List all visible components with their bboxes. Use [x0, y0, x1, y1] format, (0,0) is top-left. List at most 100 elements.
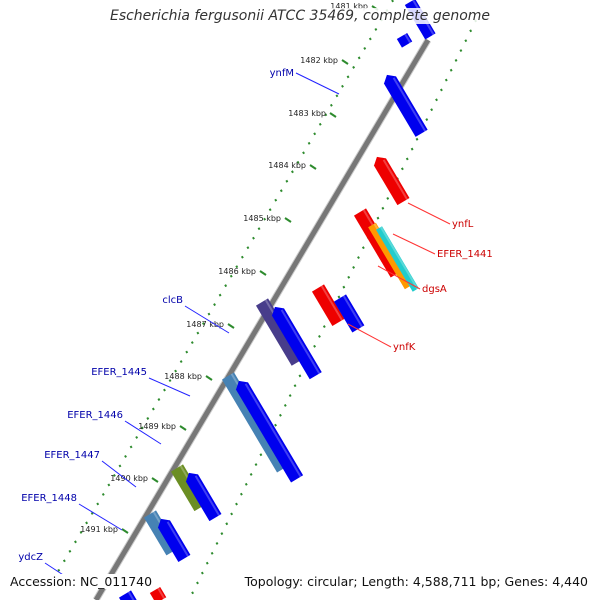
- leader-line: [392, 233, 436, 255]
- leader-line: [347, 323, 392, 348]
- gene-label-efer-1447: EFER_1447: [44, 450, 137, 488]
- tick-dot: [352, 265, 356, 269]
- tick-dot: [140, 426, 144, 430]
- kbp-tick-mark: [151, 477, 159, 483]
- map-title: Escherichia fergusonii ATCC 35469, compl…: [0, 8, 600, 24]
- cds-blue-2: [235, 380, 304, 483]
- cds-red-lower-body: [311, 284, 345, 326]
- leader-line: [184, 305, 230, 334]
- tick-dot: [163, 388, 166, 392]
- tick-dot: [415, 137, 419, 141]
- tick-dot: [357, 256, 360, 260]
- cds-blue-3: [185, 472, 222, 522]
- left-dot-track: [51, 0, 394, 582]
- tick-dot: [246, 246, 250, 250]
- kbp-tick-label: 1489 kbp: [138, 422, 176, 431]
- cds-blue-1-highlight: [280, 309, 321, 375]
- cds-blue-2-body: [235, 380, 304, 483]
- tick-dot: [85, 521, 89, 525]
- gene-name: ynfL: [452, 219, 474, 230]
- cds-dgsA-cyan-body: [375, 226, 419, 292]
- kbp-tick: 1489 kbp: [138, 422, 187, 431]
- tick-dot: [425, 118, 429, 121]
- kbp-tick-mark: [227, 323, 235, 329]
- gene-label-clcb: clcB: [162, 295, 230, 334]
- tick-dot: [135, 436, 139, 439]
- tick-dot: [376, 216, 380, 220]
- cds-blue-3-highlight: [194, 475, 220, 516]
- tick-dot: [62, 559, 66, 563]
- tick-dot: [240, 255, 244, 259]
- cds-dgsA-cyan-highlight: [379, 226, 419, 290]
- accession-text: Accession: NC_011740: [8, 574, 155, 589]
- tick-dot: [68, 549, 72, 553]
- tick-dot: [318, 334, 321, 338]
- kbp-tick-mark: [309, 164, 317, 170]
- tick-dot: [400, 167, 404, 171]
- gene-label-ynfm: ynfM: [270, 68, 340, 95]
- kbp-tick-mark: [284, 217, 292, 223]
- cds-blue-bottom: [118, 590, 137, 600]
- cds-blue-bottom-highlight: [127, 591, 135, 600]
- kbp-tick: 1482 kbp: [300, 56, 349, 65]
- leader-line: [377, 265, 421, 290]
- tick-dot: [213, 303, 216, 307]
- kbp-tick-label: 1483 kbp: [288, 109, 326, 118]
- kbp-tick-label: 1482 kbp: [300, 56, 338, 65]
- tick-dot: [352, 65, 356, 69]
- kbp-tick-label: 1484 kbp: [268, 161, 306, 170]
- gene-name: clcB: [162, 295, 183, 306]
- cds-blue-2-highlight: [244, 383, 302, 478]
- kbp-tick-label: 1481 kbp: [330, 2, 368, 11]
- tick-dot: [90, 511, 94, 515]
- cds-ynfK-highlight: [342, 295, 363, 328]
- tick-dot: [302, 151, 305, 155]
- leader-line: [148, 377, 191, 397]
- tick-dot: [291, 170, 294, 174]
- tick-dot: [268, 208, 272, 212]
- cds-ynfL: [373, 156, 410, 206]
- tick-dot: [263, 217, 267, 221]
- tick-dot: [469, 29, 473, 33]
- cds-blue-4-body: [157, 518, 191, 562]
- tick-dot: [249, 473, 253, 476]
- tick-dot: [459, 49, 463, 52]
- tick-dot: [235, 265, 239, 269]
- genome-backbone: [92, 38, 432, 600]
- tick-dot: [298, 374, 302, 378]
- tick-dot: [244, 482, 248, 486]
- tick-dot: [341, 84, 344, 88]
- tick-dot: [278, 413, 282, 417]
- cds-dgsA-cyan: [375, 226, 419, 292]
- tick-dot: [229, 274, 233, 278]
- tick-dot: [202, 322, 205, 326]
- tick-dot: [196, 581, 199, 585]
- tick-dot: [179, 360, 183, 364]
- tick-dot: [288, 394, 292, 398]
- tick-dot: [239, 492, 243, 496]
- tick-dot: [230, 512, 234, 516]
- tick-dot: [225, 522, 229, 526]
- tick-dot: [107, 483, 111, 487]
- tick-dot: [124, 454, 127, 458]
- kbp-tick: 1484 kbp: [268, 161, 317, 170]
- cds-blue-4-highlight: [166, 521, 189, 557]
- genome-summary-text: Topology: circular; Length: 4,588,711 bp…: [242, 574, 590, 589]
- kbp-tick-label: 1490 kbp: [110, 474, 148, 483]
- tick-dot: [307, 141, 311, 145]
- cds-red-bottom-highlight: [157, 587, 166, 599]
- cds-top-blue-2-highlight: [404, 33, 412, 44]
- leader-line: [78, 503, 123, 531]
- tick-dot: [200, 571, 204, 575]
- tick-dot: [361, 246, 365, 250]
- tick-dot: [274, 198, 278, 202]
- tick-dot: [296, 160, 300, 164]
- kbp-tick-label: 1491 kbp: [80, 525, 118, 534]
- kbp-tick-label: 1486 kbp: [218, 267, 256, 276]
- kbp-tick-label: 1488 kbp: [164, 372, 202, 381]
- cds-top-blue-2-body: [396, 32, 413, 48]
- tick-dot: [257, 227, 261, 231]
- tick-dot: [342, 285, 346, 289]
- tick-dot: [215, 542, 219, 545]
- cds-ynfK-body: [333, 294, 365, 333]
